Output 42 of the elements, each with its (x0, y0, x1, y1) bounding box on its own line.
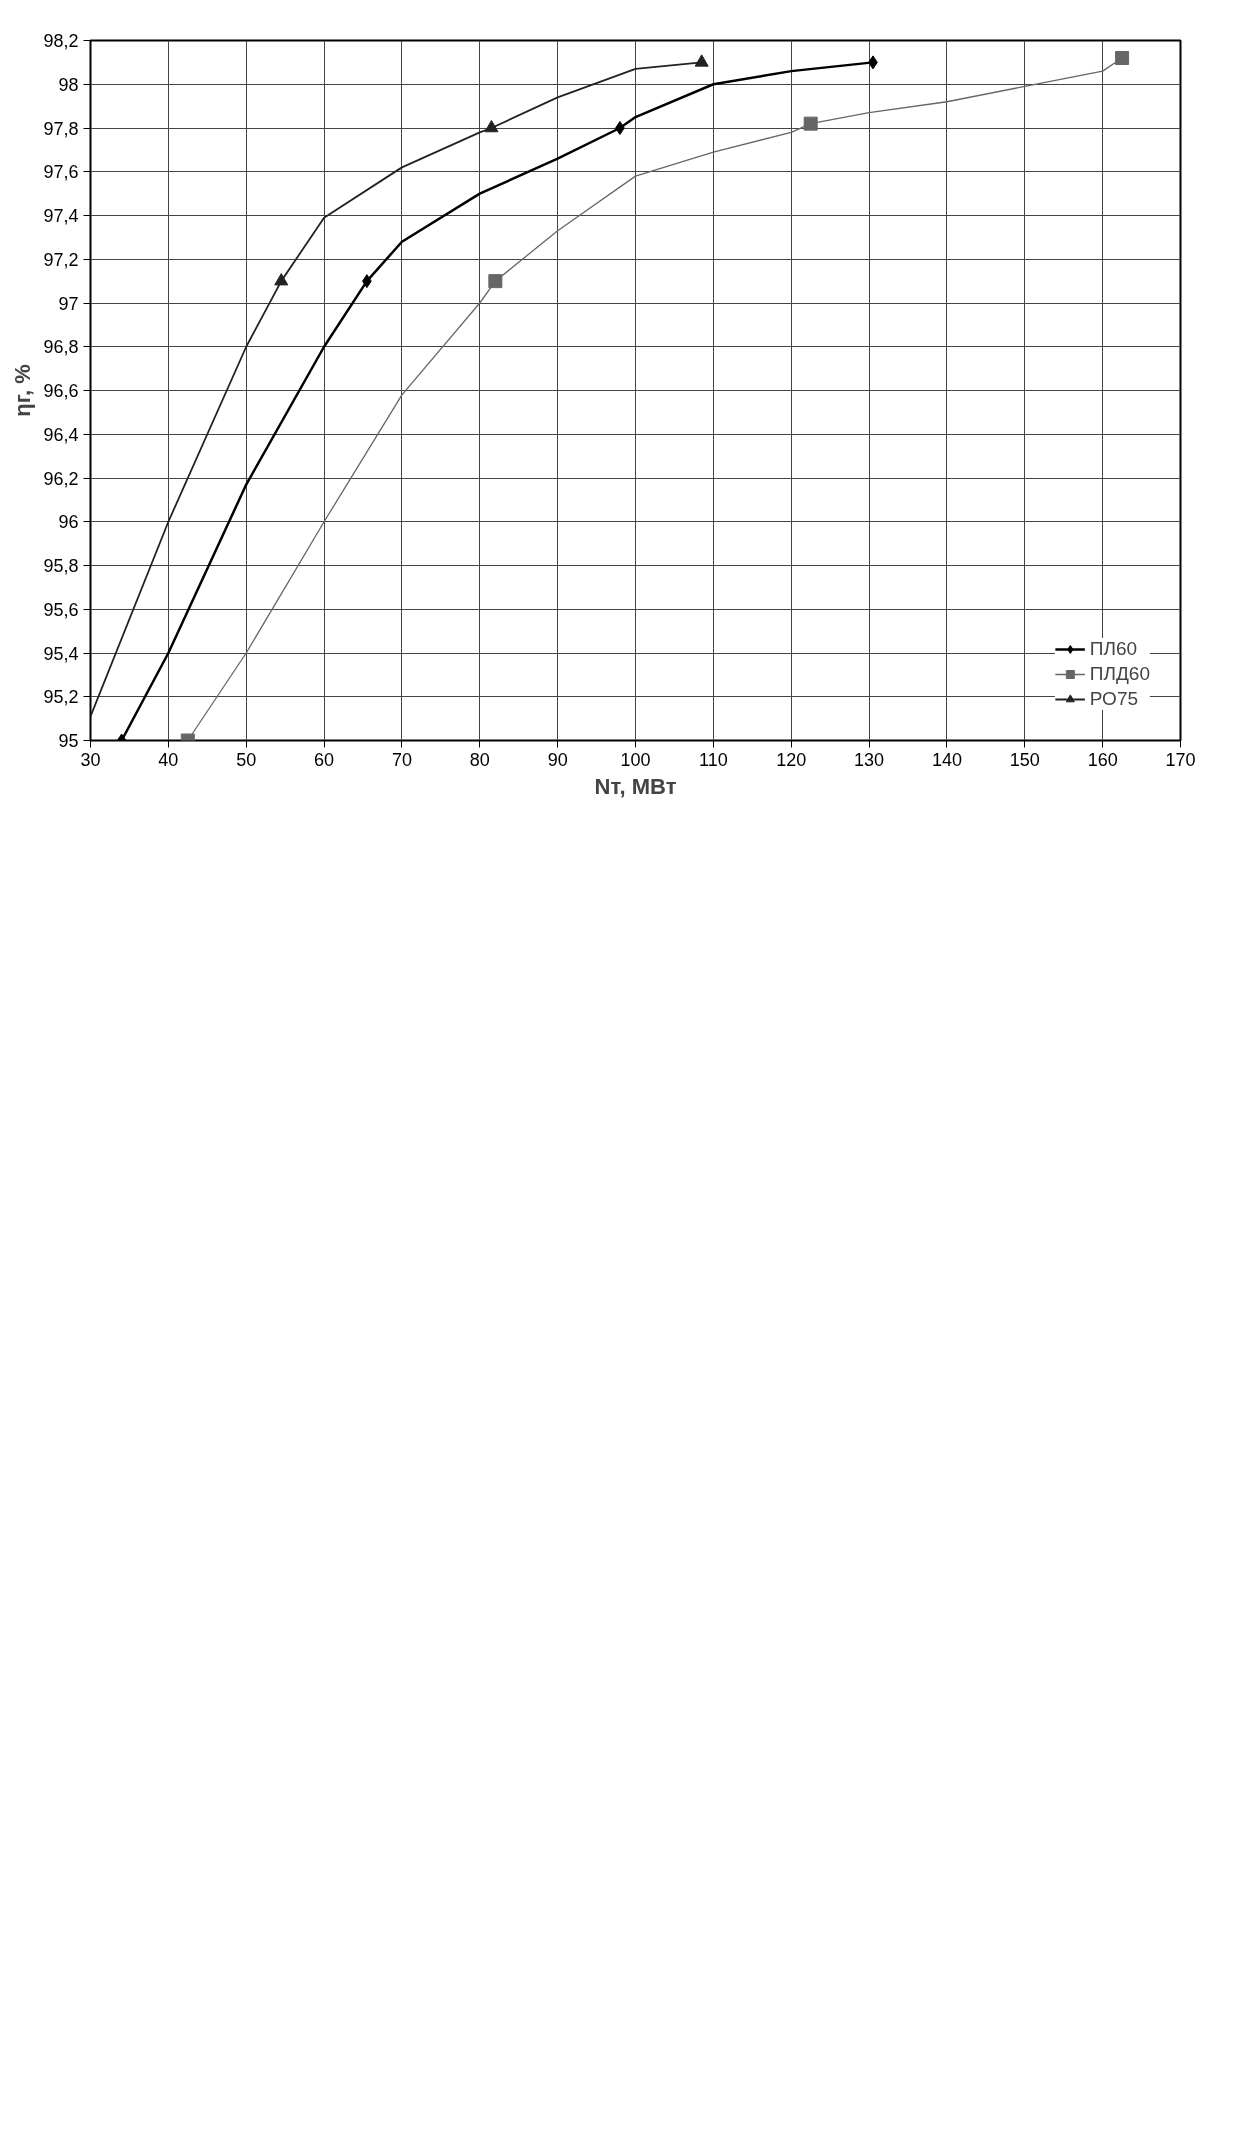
x-tick-label: 50 (236, 749, 257, 770)
x-tick-label: 170 (1165, 749, 1196, 770)
x-tick-label: 120 (776, 749, 807, 770)
y-tick-label: 97,2 (43, 249, 79, 270)
point (274, 273, 289, 286)
y-tick-label: 96 (58, 512, 79, 533)
x-tick-label: 140 (931, 749, 962, 770)
x-tick-label: 80 (469, 749, 490, 770)
x-tick-label: 110 (699, 749, 728, 770)
x-tick-label: 60 (314, 749, 335, 770)
point (1115, 51, 1130, 65)
y-tick-label: 96,8 (43, 337, 79, 358)
y-tick-label: 96,4 (43, 424, 79, 445)
x-axis-title: Nт, МВт (594, 773, 677, 799)
y-tick-label: 95,6 (43, 599, 79, 620)
y-tick-label: 95,4 (43, 643, 79, 664)
y-tick-label: 98,2 (43, 31, 79, 51)
x-tick-label: 40 (158, 749, 179, 770)
y-tick-label: 97,6 (43, 162, 79, 183)
legend-label: ПЛ60 (1089, 638, 1138, 660)
y-tick-label: 97,8 (43, 118, 79, 139)
x-tick-label: 100 (620, 749, 651, 770)
y-tick-label: 96,6 (43, 381, 79, 401)
y-tick-label: 97,4 (43, 206, 79, 226)
x-tick-label: 130 (854, 749, 885, 770)
point (694, 54, 709, 67)
y-tick-label: 96,2 (43, 468, 79, 489)
x-tick-label: 160 (1087, 749, 1118, 770)
y-axis-title: ηг, % (10, 364, 36, 417)
y-tick-label: 95 (58, 731, 79, 751)
y-tick-label: 95,8 (43, 556, 79, 576)
x-tick-label: 70 (391, 749, 412, 770)
x-tick-label: 30 (80, 749, 101, 770)
point (803, 116, 818, 131)
legend-label: РО75 (1089, 688, 1139, 710)
y-tick-label: 97 (58, 293, 79, 314)
x-tick-label: 150 (1009, 749, 1040, 770)
legend-label: ПЛД60 (1089, 663, 1150, 685)
point (488, 274, 503, 289)
x-tick-label: 90 (547, 749, 568, 770)
y-tick-label: 95,2 (43, 687, 79, 708)
y-tick-label: 98 (58, 74, 79, 95)
